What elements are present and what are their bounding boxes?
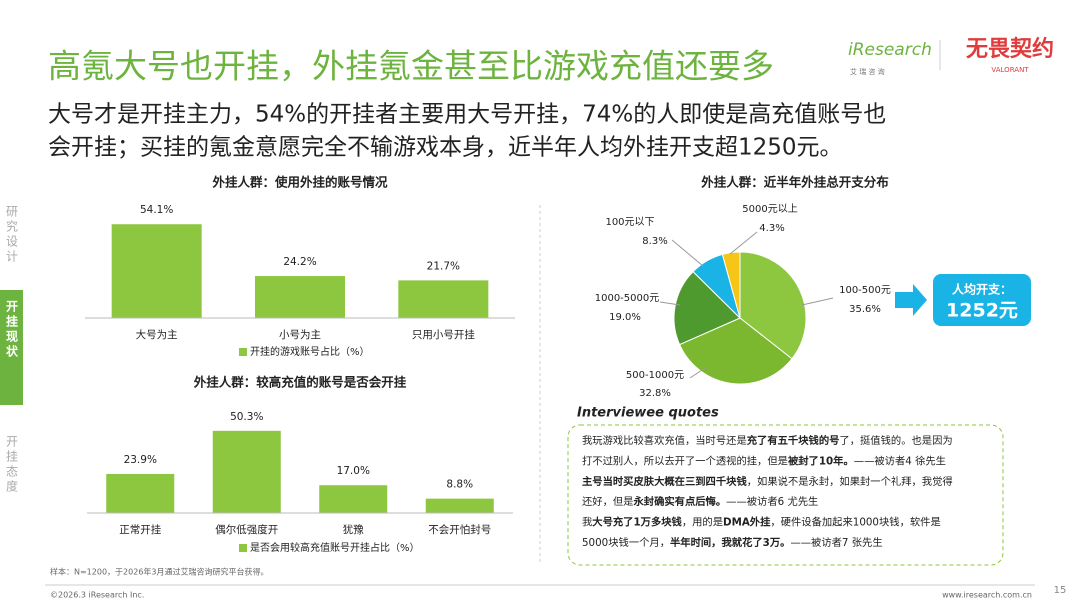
bar [111, 224, 202, 318]
data-label: 21.7% [427, 260, 460, 272]
subtitle: 大号才是开挂主力，54%的开挂者主要用大号开挂，74%的人即使是高充值账号也 [48, 102, 886, 128]
pie-slice [739, 251, 807, 360]
quote-line: 我玩游戏比较喜欢充值，当时号还是充了有五千块钱的号了，挺值钱的。也是因为 [582, 434, 953, 447]
quote-text: 打不过别人，所以去开了一个透视的挂，但是 [582, 454, 788, 467]
legend-swatch [239, 348, 247, 356]
callout-value: 1252元 [946, 300, 1018, 322]
quote-text: ——被访者4 徐先生 [854, 454, 946, 467]
slice-label: 5000元以上 [742, 203, 797, 215]
quote-text: ，如果说不是永封，如果封一个礼拜，我觉得 [747, 475, 953, 488]
quote-text: 主号当时买皮肤大概在三到四千块钱 [582, 475, 747, 488]
quote-text: 我 [582, 517, 592, 529]
sidebar-item: 研究设计 [5, 205, 19, 265]
bar [106, 473, 175, 513]
quote-text: ——被访者7 张先生 [790, 536, 882, 549]
quote-text: 充了有五千块钱的号 [747, 434, 840, 447]
quote-text: ，硬件设备加起来1000块钱，软件是 [770, 516, 940, 529]
quote-text: ，用的是 [682, 516, 723, 529]
callout-box [933, 274, 1031, 326]
pie-slice [678, 317, 793, 385]
quotes-box [567, 424, 1004, 566]
copyright: ©2026.3 iResearch Inc. [50, 591, 144, 600]
legend-label: 开挂的游戏账号占比（%） [250, 345, 370, 358]
data-label: 35.6% [849, 304, 881, 315]
bar [319, 485, 388, 513]
data-label: 50.3% [230, 411, 263, 423]
logo: 无畏契约 [966, 36, 1054, 62]
footnote: 样本：N=1200，于2026年3月通过艾瑞咨询研究平台获得。 [50, 567, 269, 577]
quote-line: 还好，但是永封确实有点后悔。——被访者6 尤先生 [582, 495, 818, 508]
leader-line [659, 301, 681, 306]
bar [398, 280, 489, 318]
chart-title: 外挂人群：近半年外挂总开支分布 [700, 175, 889, 190]
x-tick-label: 只用小号开挂 [412, 328, 475, 341]
quote-line: 我大号充了1万多块钱，用的是DMA外挂，硬件设备加起来1000块钱，软件是 [582, 516, 941, 529]
slice-label: 100-500元 [839, 285, 891, 296]
data-label: 23.9% [124, 454, 157, 466]
bar [255, 276, 345, 318]
slice-label: 100元以下 [605, 217, 654, 228]
quote-text: 了，挺值钱的。也是因为 [839, 434, 952, 447]
quote-text: 我玩游戏比较喜欢充值，当时号还是 [582, 434, 747, 447]
leader-line [689, 367, 706, 379]
quote-text: 大号充了1万多块钱 [592, 516, 682, 529]
quote-text: 被封了10年。 [788, 454, 854, 467]
chart-title: 外挂人群：较高充值的账号是否会开挂 [193, 375, 407, 390]
quote-text: 还好，但是 [582, 496, 633, 508]
legend-label: 是否会用较高充值账号开挂占比（%） [250, 541, 420, 554]
sidebar-item: 开挂现状 [5, 300, 19, 360]
data-label: 4.3% [759, 223, 784, 234]
quote-text: 永封确实有点后悔。 [632, 495, 726, 508]
quotes-title: Interviewee quotes [577, 406, 719, 421]
quote-line: 打不过别人，所以去开了一个透视的挂，但是被封了10年。——被访者4 徐先生 [582, 454, 946, 467]
bar [425, 498, 494, 513]
logo: iResearch [848, 40, 932, 60]
legend-swatch [239, 544, 247, 552]
bar [212, 430, 281, 513]
x-tick-label: 小号为主 [279, 329, 321, 341]
subtitle: 会开挂；买挂的氪金意愿完全不输游戏本身，近半年人均外挂开支超1250元。 [48, 135, 843, 161]
sidebar-active [0, 290, 23, 405]
chart-title: 外挂人群：使用外挂的账号情况 [211, 175, 388, 190]
quote-text: ——被访者6 尤先生 [726, 495, 818, 508]
quote-text: 半年时间，我就花了3万。 [670, 536, 790, 549]
logo: 艾 瑞 咨 询 [850, 67, 885, 76]
pie-slice [673, 270, 741, 346]
data-label: 54.1% [140, 204, 173, 216]
x-tick-label: 不会开怕封号 [428, 523, 491, 536]
data-label: 19.0% [609, 312, 641, 323]
arrow [895, 284, 927, 316]
leader-line [729, 231, 758, 255]
quote-line: 主号当时买皮肤大概在三到四千块钱，如果说不是永封，如果封一个礼拜，我觉得 [582, 475, 953, 488]
x-tick-label: 大号为主 [136, 328, 178, 341]
data-label: 17.0% [337, 465, 370, 477]
callout-label: 人均开支： [952, 282, 1012, 297]
data-label: 32.8% [639, 388, 671, 399]
x-tick-label: 偶尔低强度开 [215, 523, 278, 536]
logo: VALORANT [991, 66, 1029, 74]
data-label: 8.8% [446, 479, 473, 491]
website: www.iresearch.com.cn [942, 591, 1032, 600]
data-label: 24.2% [283, 256, 316, 268]
slice-label: 500-1000元 [626, 370, 684, 381]
leader-line [801, 297, 834, 306]
slice-label: 1000-5000元 [595, 293, 660, 304]
page-number: 15 [1054, 585, 1067, 596]
quote-line: 5000块钱一个月，半年时间，我就花了3万。——被访者7 张先生 [582, 536, 883, 549]
quote-text: 5000块钱一个月， [582, 536, 670, 549]
x-tick-label: 犹豫 [343, 523, 364, 536]
data-label: 8.3% [642, 236, 667, 247]
quote-text: DMA外挂 [723, 516, 771, 529]
sidebar-item: 开挂态度 [5, 435, 19, 495]
leader-line [671, 239, 704, 267]
x-tick-label: 正常开挂 [119, 523, 161, 536]
title: 高氪大号也开挂，外挂氪金甚至比游戏充值还要多 [48, 47, 774, 86]
